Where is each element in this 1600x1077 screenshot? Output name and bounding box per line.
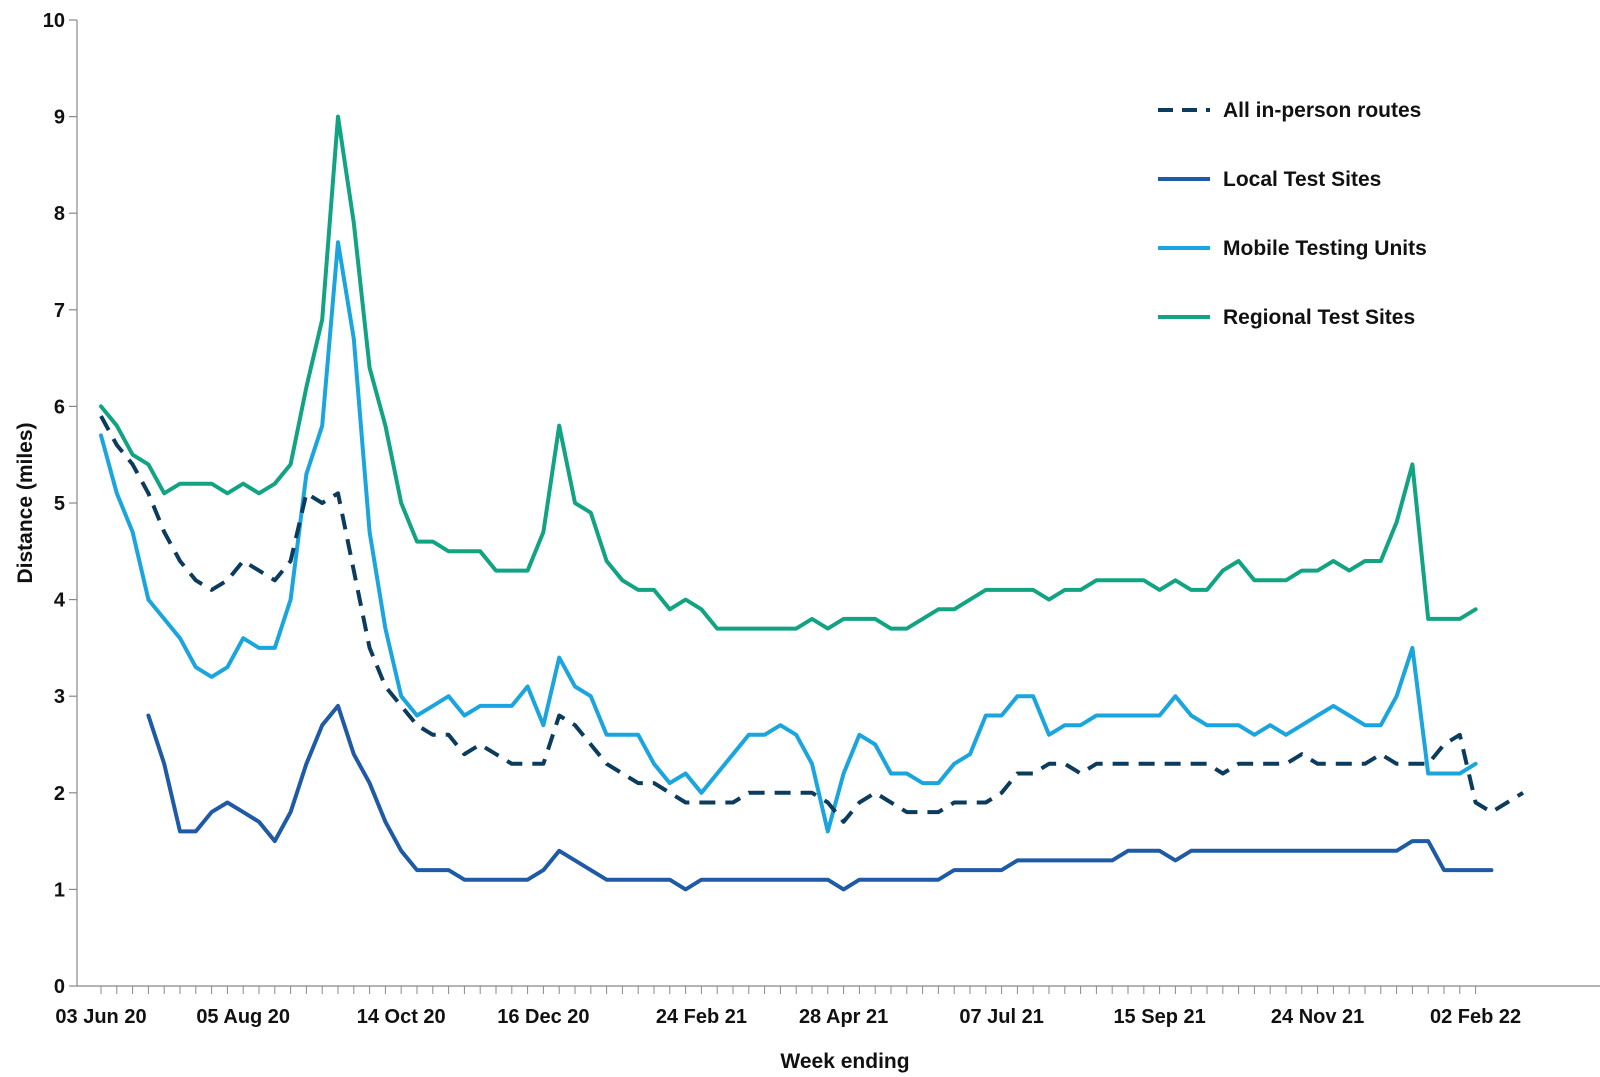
y-tick-label: 8 (54, 203, 65, 225)
series-line-regional-test-sites (99, 114, 1478, 631)
series-line-mobile-testing-units (99, 240, 1478, 834)
legend-label-mobile-testing-units: Mobile Testing Units (1223, 237, 1427, 260)
legend-label-all-in-person-routes: All in-person routes (1223, 99, 1421, 122)
legend-label-local-test-sites: Local Test Sites (1223, 168, 1381, 191)
y-tick-label: 10 (43, 10, 65, 32)
x-tick-label: 15 Sep 21 (1113, 1006, 1205, 1028)
y-tick-label: 6 (54, 396, 65, 418)
x-tick-label: 03 Jun 20 (55, 1006, 146, 1028)
legend-label-regional-test-sites: Regional Test Sites (1223, 306, 1415, 329)
y-tick-label: 0 (54, 976, 65, 998)
y-axis-title: Distance (miles) (14, 422, 37, 583)
y-tick-label: 1 (54, 879, 65, 901)
y-tick-label: 2 (54, 783, 65, 805)
x-tick-label: 02 Feb 22 (1430, 1006, 1521, 1028)
y-tick-label: 5 (54, 493, 65, 515)
x-tick-label: 24 Feb 21 (656, 1006, 747, 1028)
series-line-local-test-sites (146, 703, 1494, 892)
legend: All in-person routes Local Test Sites Mobi… (1158, 99, 1427, 329)
x-tick-label: 05 Aug 20 (196, 1006, 290, 1028)
y-tick-label: 7 (54, 300, 65, 322)
x-tick-label: 14 Oct 20 (357, 1006, 446, 1028)
y-tick-label: 9 (54, 107, 65, 129)
x-axis-title: Week ending (780, 1050, 909, 1073)
y-tick-label: 4 (54, 590, 66, 612)
series-layer (99, 114, 1525, 892)
series-line-all-in-person-routes (99, 415, 1525, 824)
y-tick-label: 3 (54, 686, 65, 708)
axes: 0 1 2 3 4 5 6 7 8 9 10 03 Jun 20 05 Aug 20 14 Oct 20 1… (43, 10, 1600, 1028)
x-tick-label: 28 Apr 21 (799, 1006, 888, 1028)
x-tick-label: 24 Nov 21 (1271, 1006, 1364, 1028)
x-tick-label: 16 Dec 20 (497, 1006, 589, 1028)
x-tick-label: 07 Jul 21 (959, 1006, 1044, 1028)
